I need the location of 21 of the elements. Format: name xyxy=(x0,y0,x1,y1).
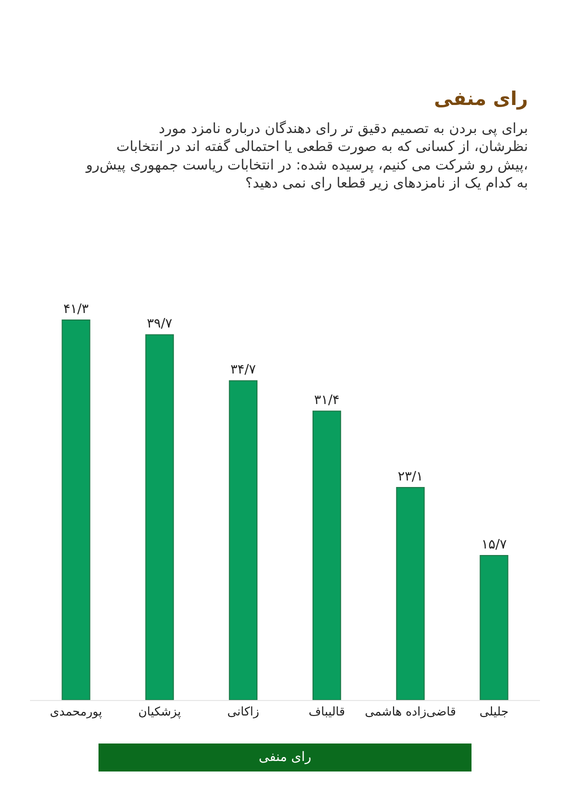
bar xyxy=(396,486,425,700)
x-tick-label: قالیباف xyxy=(308,704,345,718)
x-tick-label: پورمحمدی xyxy=(50,704,102,718)
data-label: ۳۱/۴ xyxy=(314,393,340,408)
chart-title: رای منفی xyxy=(434,88,528,110)
x-tick-label: جلیلی xyxy=(480,704,509,718)
bar xyxy=(312,410,342,700)
x-tick-label: پزشکیان xyxy=(138,704,181,718)
bar xyxy=(480,555,508,700)
data-label: ۳۹/۷ xyxy=(146,316,172,332)
bar xyxy=(228,380,258,700)
bar xyxy=(62,320,90,700)
bar xyxy=(145,334,174,700)
x-tick-label: زاکانی xyxy=(227,704,260,718)
data-label: ۳۴/۷ xyxy=(230,362,256,378)
data-label: ۴۱/۳ xyxy=(63,302,89,317)
data-label: ۲۳/۱ xyxy=(398,469,424,484)
data-label: ۱۵/۷ xyxy=(481,538,507,553)
chart-subtitle: برای پی بردن به تصمیم دقیق تر رای دهندگان درباره نامزد مورد نظرشان، از کسانی که به صورت قطعی یا احتمالی گفته اند در انتخابات پیش رو شرکت می کنیم، پرسیده شده: در انتخابات ریاست جمهوری پیش‌رو، به کدام یک از نامزدهای زیر قطعا رای نمی دهید؟ xyxy=(85,120,528,192)
x-tick-label: قاضی‌زاده هاشمی xyxy=(364,704,456,718)
text: رای منفی xyxy=(258,750,312,765)
